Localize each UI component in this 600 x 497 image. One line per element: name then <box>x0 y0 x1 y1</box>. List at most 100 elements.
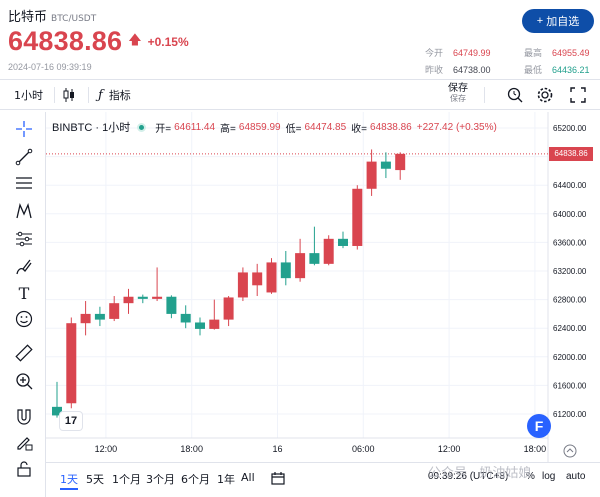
range-1y[interactable]: 1年 <box>217 473 235 486</box>
fib-tool[interactable] <box>15 174 33 192</box>
trendline-tool[interactable] <box>15 148 33 166</box>
range-6m[interactable]: 6个月 <box>181 473 210 486</box>
ruler-icon <box>15 344 33 362</box>
open-value: 64749.99 <box>453 47 491 58</box>
candle <box>380 152 391 179</box>
crosshair-tool[interactable] <box>15 120 33 138</box>
time-axis: 12:00 18:00 16 06:00 12:00 18:00 <box>95 444 547 454</box>
candle <box>338 231 348 249</box>
projection-tool[interactable] <box>15 230 33 248</box>
scroll-end-icon[interactable] <box>563 444 577 458</box>
indicators-button[interactable]: ƒ 指标 <box>98 85 131 105</box>
arrow-up-icon: 🡅 <box>128 32 142 48</box>
high-label: 最高 <box>524 48 543 58</box>
price-tick-label: 63600.00 <box>553 238 587 247</box>
save-button[interactable]: 保存 保存 <box>440 84 476 104</box>
pattern-tool[interactable] <box>15 202 33 220</box>
calendar-icon <box>271 472 285 485</box>
candle <box>223 296 234 327</box>
settings-button[interactable] <box>536 85 554 105</box>
candle <box>66 317 77 409</box>
tradingview-logo[interactable]: 17 <box>60 412 82 430</box>
toolbar-divider <box>484 87 485 103</box>
search-zoom-button[interactable] <box>506 85 524 105</box>
price-row: 64838.86 🡅 +0.15% <box>8 26 189 57</box>
price-tick-label: 61600.00 <box>553 381 587 390</box>
candle <box>137 294 148 304</box>
range-1m[interactable]: 1个月 <box>112 473 141 486</box>
candle <box>323 235 334 266</box>
legend-low-value: 64474.85 <box>304 121 347 133</box>
candle-body <box>323 238 334 264</box>
lock-tool[interactable] <box>15 460 33 478</box>
price-tick-label: 62000.00 <box>553 353 587 362</box>
range-3m[interactable]: 3个月 <box>146 473 175 486</box>
candle <box>395 152 406 180</box>
candle-type-button[interactable] <box>62 85 76 105</box>
candle-body <box>266 262 277 293</box>
candle <box>295 238 306 282</box>
magnet-tool[interactable] <box>15 408 33 426</box>
range-1d[interactable]: 1天 <box>60 471 78 490</box>
candle-body <box>152 296 163 299</box>
emoji-tool[interactable] <box>15 310 33 328</box>
candle-body <box>209 319 220 329</box>
interval-button[interactable]: 1小时 <box>14 85 43 105</box>
candle-body <box>366 161 377 189</box>
candle <box>366 149 377 196</box>
candle-body <box>123 296 134 304</box>
price-tick-label: 61200.00 <box>553 410 587 419</box>
price-tick-label: 62400.00 <box>553 324 587 333</box>
header-divider <box>0 79 600 80</box>
low-value: 64436.21 <box>552 64 590 75</box>
f-badge-icon[interactable]: F <box>527 414 551 438</box>
candle <box>237 267 248 302</box>
brush-tool[interactable] <box>15 258 33 276</box>
candle <box>280 250 291 286</box>
trendline-icon <box>15 148 33 166</box>
interval-label: 1小时 <box>14 89 43 102</box>
ruler-tool[interactable] <box>15 344 33 362</box>
candles-icon <box>63 88 74 102</box>
lock-icon <box>17 461 31 477</box>
candle-body <box>252 272 263 286</box>
zoom-in-tool[interactable] <box>15 372 33 390</box>
add-watchlist-button[interactable]: + 加自选 <box>522 9 594 33</box>
function-icon: ƒ <box>98 87 103 103</box>
chart-legend: BINBTC · 1小时 开= 64611.44 高= 64859.99 低= 644… <box>52 119 499 135</box>
pattern-icon <box>16 202 32 219</box>
auto-toggle[interactable]: auto <box>566 471 586 482</box>
timestamp: 2024-07-16 09:39:19 <box>8 62 92 72</box>
percent-toggle[interactable]: % <box>526 471 535 482</box>
horizontal-lines-icon <box>16 177 32 189</box>
clock-readout[interactable]: 09:39:26 (UTC+8) <box>428 471 509 482</box>
candle <box>209 299 220 330</box>
text-tool[interactable]: T <box>15 284 33 303</box>
stats-right: 最高 64955.49 最低 64436.21 <box>524 44 590 78</box>
price-tick-label: 64000.00 <box>553 210 587 219</box>
fullscreen-button[interactable] <box>570 85 586 105</box>
time-tick-label: 12:00 <box>438 444 461 454</box>
lock-drawing-tool[interactable] <box>15 434 33 452</box>
candle <box>252 263 263 297</box>
candles <box>52 149 406 418</box>
legend-high-key: 高= <box>220 123 236 135</box>
asset-pair: BTC/USDT <box>51 14 97 24</box>
range-all[interactable]: All <box>241 471 255 484</box>
price-change: +0.15% <box>147 34 189 49</box>
price-axis: 61200.00 61600.00 62000.00 62400.00 62800.00… <box>553 124 587 419</box>
candle-body <box>309 253 320 264</box>
last-price-tag: 64838.86 <box>549 146 593 161</box>
grid-lines <box>46 112 548 438</box>
candle-body <box>94 313 105 320</box>
candle <box>352 185 363 250</box>
date-range-button[interactable] <box>271 471 285 488</box>
range-5d[interactable]: 5天 <box>86 473 104 486</box>
price-tick-label: 62800.00 <box>553 296 587 305</box>
legend-open-key: 开= <box>155 123 172 135</box>
log-toggle[interactable]: log <box>542 471 556 482</box>
time-tick-label: 18:00 <box>524 444 547 454</box>
smiley-icon <box>15 310 33 328</box>
save-label: 保存 <box>448 83 468 94</box>
